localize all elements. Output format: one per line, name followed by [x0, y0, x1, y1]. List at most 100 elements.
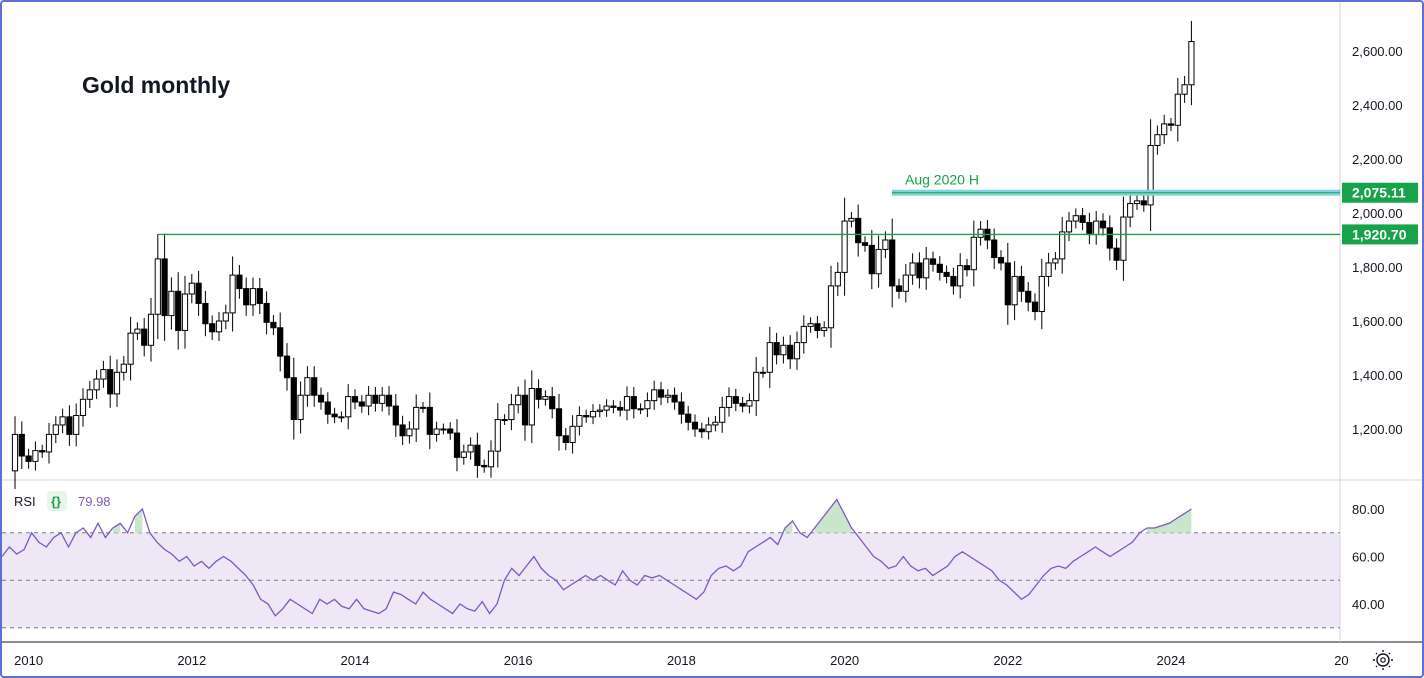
candle-body	[508, 404, 515, 421]
candle-body	[372, 394, 379, 404]
candle-body	[120, 363, 127, 373]
candle-body	[1025, 290, 1032, 303]
price-level-label-bg	[1342, 224, 1418, 245]
candle-body	[1167, 123, 1175, 126]
candle-body	[800, 325, 807, 344]
rsi-line	[2, 498, 1192, 617]
candle-body	[1011, 275, 1018, 306]
candle-body	[664, 394, 671, 398]
candle-body	[379, 394, 386, 404]
candle-body	[698, 428, 705, 433]
rsi-tick-label: 60.00	[1352, 550, 1385, 565]
candle-body	[528, 388, 535, 426]
candle-body	[1181, 84, 1188, 95]
candle-body	[345, 396, 352, 418]
price-tick-label: 2,200.00	[1352, 152, 1403, 167]
candle-body	[1072, 215, 1079, 222]
candle-body	[596, 409, 603, 412]
candle-body	[141, 328, 148, 346]
candle-body	[705, 424, 712, 433]
svg-text:{}: {}	[51, 494, 61, 509]
candle-body	[1059, 231, 1066, 260]
candle-body	[181, 293, 189, 331]
candle-body	[848, 217, 855, 222]
candle-body	[821, 327, 828, 331]
candle-body	[882, 239, 889, 250]
candle-body	[780, 344, 787, 356]
candle-body	[1147, 145, 1154, 206]
candle-body	[1004, 262, 1011, 306]
candle-body	[1031, 301, 1039, 313]
candle-body	[215, 320, 223, 333]
candle-body	[671, 394, 678, 403]
candle-body	[1099, 220, 1107, 229]
candle-body	[460, 451, 467, 458]
candle-body	[413, 406, 420, 430]
candle-body	[487, 450, 495, 468]
candle-body	[1045, 262, 1052, 277]
candles-layer	[11, 21, 1195, 490]
candle-body	[902, 274, 909, 292]
candle-body	[365, 394, 372, 407]
candle-body	[113, 371, 121, 395]
candle-body	[311, 377, 318, 396]
candle-body	[419, 406, 427, 409]
time-tick-label: 2016	[504, 653, 533, 668]
candle-body	[644, 400, 651, 410]
chart-title: Gold monthly	[82, 72, 230, 98]
price-tick-label: 1,800.00	[1352, 260, 1403, 275]
candle-body	[583, 415, 590, 418]
candle-body	[236, 274, 243, 290]
candle-body	[957, 265, 964, 287]
candle-body	[889, 239, 896, 287]
candle-body	[610, 405, 617, 408]
price-level-label: 2,075.11	[1352, 185, 1406, 201]
candle-body	[1052, 258, 1059, 264]
candle-body	[481, 464, 488, 468]
candle-body	[399, 424, 406, 437]
candle-body	[909, 262, 916, 276]
candle-body	[440, 428, 447, 431]
candle-body	[630, 396, 637, 410]
rsi-overbought-fill	[785, 520, 793, 533]
settings-gear-icon[interactable]	[1373, 650, 1393, 670]
candle-body	[834, 271, 841, 287]
candle-body	[1188, 41, 1195, 86]
candle-body	[807, 323, 814, 327]
candle-body	[134, 328, 141, 334]
candle-body	[562, 435, 569, 443]
time-tick-label: 2018	[667, 653, 696, 668]
candle-body	[977, 228, 984, 238]
candle-body	[324, 401, 331, 415]
candle-body	[943, 271, 950, 277]
candle-body	[32, 450, 39, 462]
price-tick-label: 1,200.00	[1352, 422, 1403, 437]
candle-body	[1106, 227, 1113, 249]
rsi-value: 79.98	[78, 494, 111, 509]
candle-body	[447, 428, 454, 434]
rsi-settings-icon[interactable]: {}	[47, 491, 67, 511]
candle-body	[929, 258, 937, 265]
candle-body	[467, 444, 474, 453]
price-tick-label: 2,600.00	[1352, 44, 1403, 59]
rsi-layer	[2, 498, 1340, 629]
candle-body	[678, 401, 685, 415]
candle-body	[283, 355, 291, 379]
candle-body	[93, 378, 100, 391]
candle-body	[732, 396, 739, 404]
candle-body	[617, 406, 624, 411]
candle-body	[66, 416, 73, 435]
candle-body	[100, 369, 107, 380]
candle-body	[1154, 134, 1161, 146]
candle-body	[222, 312, 229, 322]
candle-body	[297, 394, 304, 421]
levels-layer: Aug 2020 H 2,075.11 1,920.70	[158, 172, 1418, 245]
candle-body	[923, 258, 930, 279]
time-tick-label: 2014	[341, 653, 370, 668]
candle-body	[651, 389, 658, 402]
candle-body	[79, 398, 87, 416]
candle-body	[453, 432, 461, 458]
candle-body	[1079, 215, 1086, 223]
candle-body	[787, 344, 794, 360]
